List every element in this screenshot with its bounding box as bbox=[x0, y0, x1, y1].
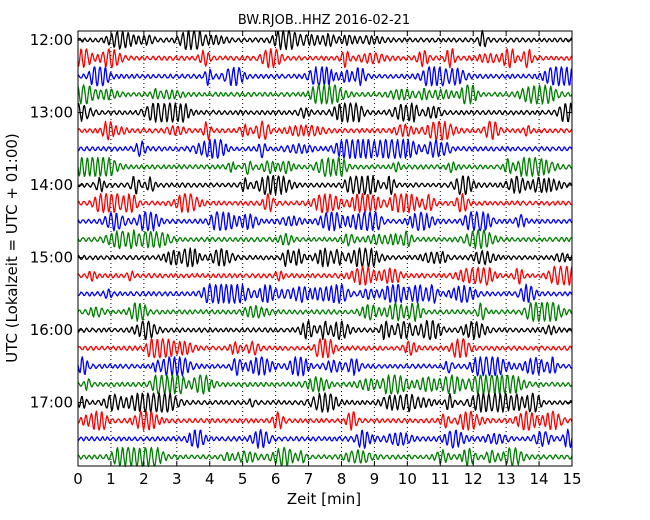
trace-line bbox=[77, 446, 573, 468]
trace-line bbox=[77, 338, 573, 359]
x-axis: 0 1 2 3 4 5 6 7 8 9 10 11 12 13 14 15 bbox=[73, 31, 582, 488]
trace-line bbox=[77, 120, 573, 141]
grid bbox=[110, 31, 540, 466]
trace-line bbox=[77, 283, 573, 304]
x-tick-label: 11 bbox=[431, 470, 450, 488]
x-tick-label: 9 bbox=[370, 470, 380, 488]
traces bbox=[77, 29, 573, 468]
trace-line bbox=[77, 211, 573, 232]
trace-line bbox=[77, 410, 573, 431]
x-tick-label: 7 bbox=[304, 470, 314, 488]
y-tick-label: 14:00 bbox=[30, 176, 73, 194]
trace-line bbox=[77, 29, 573, 51]
x-tick-label: 15 bbox=[562, 470, 581, 488]
trace-line bbox=[77, 301, 573, 323]
trace-line bbox=[77, 174, 573, 196]
y-tick-label: 16:00 bbox=[30, 321, 73, 339]
x-tick-label: 14 bbox=[530, 470, 549, 488]
x-tick-label: 2 bbox=[139, 470, 149, 488]
trace-line bbox=[77, 193, 573, 214]
x-tick-label: 0 bbox=[73, 470, 83, 488]
trace-line bbox=[77, 138, 573, 159]
trace-line bbox=[77, 229, 573, 250]
y-tick-label: 15:00 bbox=[30, 249, 73, 267]
trace-line bbox=[77, 48, 573, 69]
trace-line bbox=[77, 374, 573, 395]
plot-frame bbox=[77, 30, 573, 467]
trace-line bbox=[77, 428, 573, 449]
y-tick-label: 13:00 bbox=[30, 104, 73, 122]
trace-line bbox=[77, 319, 573, 341]
x-tick-label: 4 bbox=[205, 470, 215, 488]
trace-line bbox=[77, 156, 573, 178]
trace-line bbox=[77, 102, 573, 123]
x-tick-label: 8 bbox=[337, 470, 347, 488]
trace-line bbox=[77, 265, 573, 286]
y-axis: 12:00 13:00 14:00 15:00 16:00 17:00 bbox=[30, 31, 572, 412]
x-axis-label: Zeit [min] bbox=[287, 490, 361, 508]
trace-line bbox=[77, 66, 573, 87]
trace-line bbox=[77, 392, 573, 413]
x-tick-label: 3 bbox=[172, 470, 182, 488]
x-tick-label: 5 bbox=[238, 470, 248, 488]
x-tick-label: 1 bbox=[106, 470, 116, 488]
y-tick-label: 17:00 bbox=[30, 394, 73, 412]
trace-line bbox=[77, 84, 573, 105]
x-tick-label: 12 bbox=[464, 470, 483, 488]
x-tick-label: 6 bbox=[271, 470, 281, 488]
x-tick-label: 13 bbox=[497, 470, 516, 488]
chart-title: BW.RJOB..HHZ 2016-02-21 bbox=[238, 13, 410, 28]
trace-line bbox=[77, 356, 573, 377]
y-axis-label: UTC (Lokalzeit = UTC + 01:00) bbox=[3, 133, 21, 363]
trace-line bbox=[77, 247, 573, 268]
y-tick-label: 12:00 bbox=[30, 31, 73, 49]
x-tick-label: 10 bbox=[398, 470, 417, 488]
